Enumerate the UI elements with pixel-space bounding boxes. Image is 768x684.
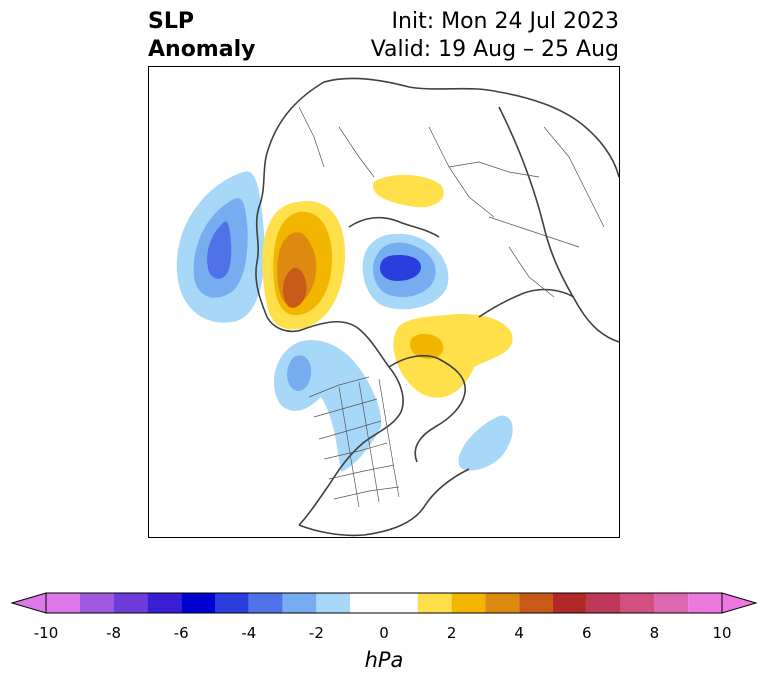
colorbar-tick-label: -2 [308, 624, 324, 642]
init-date-label: Init: Mon 24 Jul 2023 [391, 9, 619, 34]
colorbar-tick-label: 6 [582, 624, 592, 642]
map-panel [148, 66, 620, 538]
colorbar-bin [654, 593, 689, 613]
colorbar-tick-label: -10 [33, 624, 59, 642]
colorbar-bin [113, 593, 148, 613]
colorbar-tick-label: 8 [649, 624, 660, 642]
title-variable-kind: Anomaly [148, 37, 256, 62]
title-variable: SLP [148, 9, 194, 34]
us-state-borders [308, 376, 400, 508]
colorbar [10, 592, 758, 614]
colorbar-bin [215, 593, 249, 613]
low-anomaly-north-pacific [176, 171, 265, 323]
colorbar-bin [519, 593, 553, 613]
high-anomaly-arctic [372, 174, 444, 208]
colorbar-over-arrow [721, 592, 758, 614]
colorbar-tick-label: -6 [173, 624, 189, 642]
colorbar-bin [350, 593, 418, 613]
colorbar-tick-label: -8 [106, 624, 122, 642]
high-anomaly-atlantic [393, 313, 513, 398]
title-left: SLP Anomaly [148, 8, 255, 64]
colorbar-under-arrow [10, 592, 47, 614]
low-anomaly-north-america [273, 340, 382, 472]
coastlines [255, 77, 619, 537]
colorbar-bin [417, 593, 452, 613]
high-anomaly-siberia [262, 201, 346, 330]
colorbar-bin [688, 593, 722, 613]
low-anomaly-mid-atlantic [458, 415, 513, 471]
title-right: Init: Mon 24 Jul 2023 Valid: 19 Aug – 25… [371, 8, 619, 64]
colorbar-outline [45, 592, 723, 614]
country-borders [298, 106, 605, 298]
colorbar-tick-label: -4 [241, 624, 257, 642]
colorbar-tick-label: 0 [379, 624, 389, 642]
colorbar-bin [147, 593, 182, 613]
anomaly-map [176, 77, 619, 537]
colorbar-bin [46, 593, 80, 613]
colorbar-bin [485, 593, 520, 613]
colorbar-bin [181, 593, 215, 613]
colorbar-bin [248, 593, 283, 613]
colorbar-tick-label: 2 [446, 624, 457, 642]
valid-range-label: Valid: 19 Aug – 25 Aug [370, 37, 619, 62]
colorbar-bin [586, 593, 621, 613]
colorbar-tick-label: 4 [514, 624, 524, 642]
colorbar-bin [553, 593, 587, 613]
colorbar-bin [316, 593, 351, 613]
colorbar-bin [282, 593, 317, 613]
colorbar-tick-label: 10 [712, 624, 732, 642]
colorbar-bin [451, 593, 486, 613]
colorbar-units-label: hPa [364, 648, 404, 672]
colorbar-bin [620, 593, 655, 613]
low-anomaly-arctic [362, 233, 449, 310]
colorbar-bin [79, 593, 114, 613]
